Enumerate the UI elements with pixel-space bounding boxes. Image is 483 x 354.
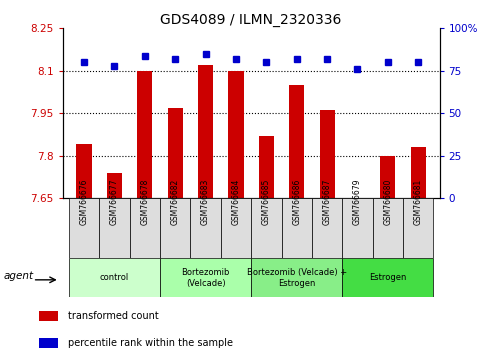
Text: GSM766682: GSM766682: [170, 179, 180, 225]
Text: GSM766686: GSM766686: [292, 179, 301, 225]
Bar: [160, 258, 251, 297]
Bar: [221, 198, 251, 258]
Text: GSM766678: GSM766678: [141, 179, 149, 225]
Bar: [69, 198, 99, 258]
Text: GSM766684: GSM766684: [231, 179, 241, 225]
Bar: [259, 136, 274, 198]
Text: GSM766679: GSM766679: [353, 179, 362, 225]
Bar: [39, 311, 58, 321]
Bar: [76, 144, 92, 198]
Text: Bortezomib (Velcade) +
Estrogen: Bortezomib (Velcade) + Estrogen: [247, 268, 347, 287]
Bar: [160, 198, 190, 258]
Bar: [411, 147, 426, 198]
Bar: [403, 198, 433, 258]
Bar: [39, 338, 58, 348]
Bar: [69, 258, 160, 297]
Text: GSM766685: GSM766685: [262, 179, 271, 225]
Text: percentile rank within the sample: percentile rank within the sample: [68, 338, 233, 348]
Bar: [137, 71, 153, 198]
Text: GSM766677: GSM766677: [110, 179, 119, 225]
Bar: [228, 71, 243, 198]
Text: agent: agent: [3, 271, 33, 281]
Bar: [282, 198, 312, 258]
Bar: [107, 173, 122, 198]
Bar: [198, 65, 213, 198]
Bar: [251, 258, 342, 297]
Title: GDS4089 / ILMN_2320336: GDS4089 / ILMN_2320336: [160, 13, 342, 27]
Text: Estrogen: Estrogen: [369, 273, 407, 282]
Bar: [190, 198, 221, 258]
Text: GSM766687: GSM766687: [323, 179, 332, 225]
Bar: [312, 198, 342, 258]
Bar: [342, 198, 373, 258]
Bar: [342, 258, 433, 297]
Bar: [251, 198, 282, 258]
Bar: [129, 198, 160, 258]
Text: GSM766681: GSM766681: [414, 179, 423, 225]
Bar: [373, 198, 403, 258]
Text: GSM766676: GSM766676: [80, 179, 88, 225]
Text: transformed count: transformed count: [68, 311, 158, 321]
Bar: [99, 198, 129, 258]
Text: GSM766680: GSM766680: [384, 179, 392, 225]
Bar: [289, 85, 304, 198]
Bar: [320, 110, 335, 198]
Bar: [168, 108, 183, 198]
Text: control: control: [100, 273, 129, 282]
Text: GSM766683: GSM766683: [201, 179, 210, 225]
Text: Bortezomib
(Velcade): Bortezomib (Velcade): [182, 268, 230, 287]
Bar: [380, 156, 396, 198]
